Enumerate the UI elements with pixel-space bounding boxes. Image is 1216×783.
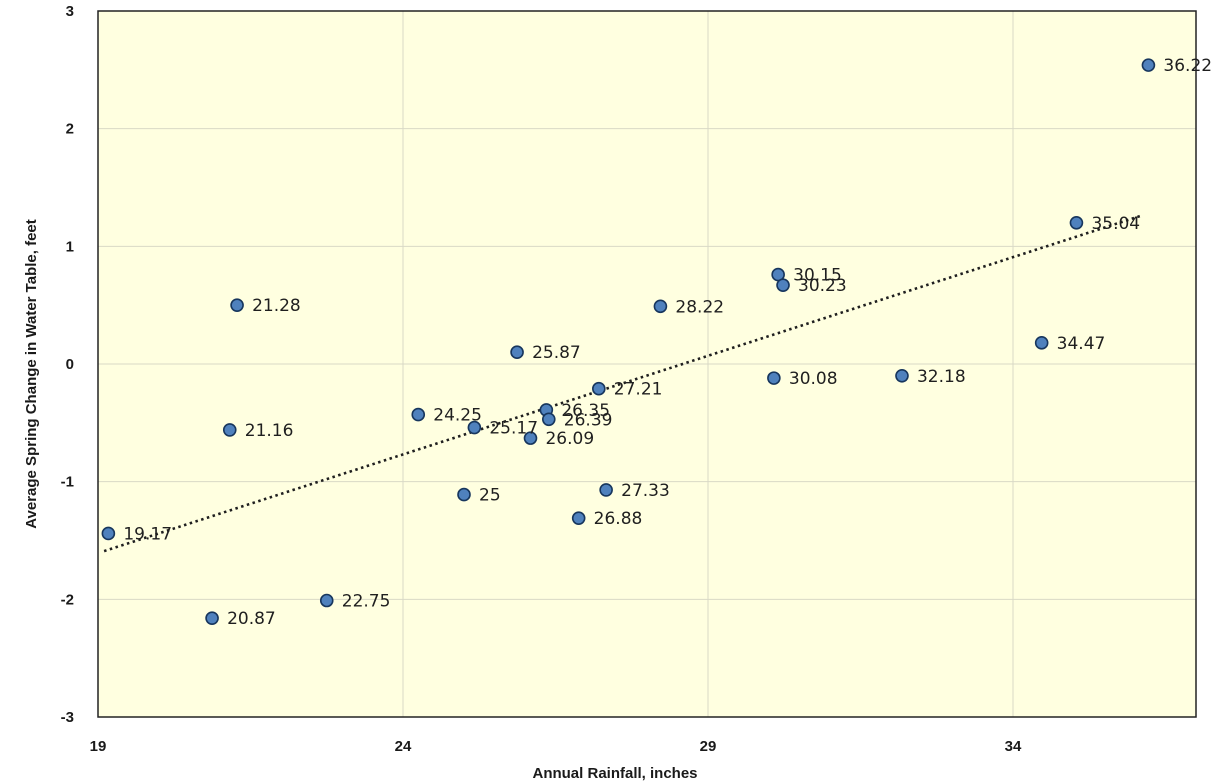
x-tick-label: 19 — [90, 738, 107, 755]
plot-frame — [97, 10, 1197, 718]
data-point — [319, 593, 334, 608]
data-point — [457, 487, 471, 502]
y-tick-label: 3 — [66, 3, 74, 20]
x-tick-label: 29 — [700, 738, 717, 755]
data-label: 30.08 — [789, 369, 838, 389]
data-label: 19.17 — [123, 524, 172, 544]
data-label: 26.09 — [545, 429, 594, 449]
data-label: 22.75 — [342, 592, 391, 612]
data-point — [592, 381, 606, 396]
y-tick-label: 1 — [66, 238, 74, 255]
data-label: 30.15 — [793, 266, 842, 286]
data-label: 34.47 — [1057, 334, 1106, 354]
data-point — [599, 483, 613, 497]
y-tick-label: 2 — [66, 121, 74, 138]
data-point — [510, 345, 524, 360]
data-label: 25 — [479, 486, 501, 506]
data-point — [1141, 58, 1156, 72]
x-tick-label: 24 — [395, 738, 412, 755]
data-point — [653, 299, 668, 314]
y-tick-label: -1 — [61, 474, 74, 491]
data-label: 27.33 — [621, 481, 670, 501]
data-point — [101, 526, 116, 541]
data-label: 21.16 — [245, 421, 294, 441]
data-point — [895, 368, 909, 383]
data-label: 26.88 — [594, 509, 643, 529]
data-label: 26.35 — [561, 401, 610, 421]
data-point — [467, 420, 482, 435]
data-point — [541, 412, 556, 427]
data-point — [222, 423, 237, 437]
data-label: 24.25 — [433, 406, 482, 426]
data-label: 35.04 — [1091, 214, 1140, 234]
data-label: 26.39 — [564, 410, 613, 430]
data-label: 36.22 — [1163, 56, 1212, 76]
data-point — [230, 298, 244, 312]
data-point — [776, 278, 790, 292]
data-point — [523, 431, 538, 445]
tick-labels: 19 24 29 34 3 2 1 0 -1 -2 -3 — [61, 3, 1022, 755]
trendline — [103, 214, 1142, 553]
data-point — [205, 611, 219, 625]
data-point — [1069, 216, 1084, 230]
data-point — [767, 371, 781, 385]
data-point — [411, 407, 426, 422]
data-label: 30.23 — [798, 276, 847, 296]
data-point — [1034, 336, 1049, 350]
x-axis-title: Annual Rainfall, inches — [532, 765, 697, 782]
y-axis-title: Average Spring Change in Water Table, fe… — [23, 219, 40, 529]
data-points — [101, 58, 1156, 625]
data-label: 28.22 — [675, 297, 724, 317]
data-label: 32.18 — [917, 367, 966, 387]
y-tick-label: -3 — [61, 709, 74, 726]
y-tick-label: -2 — [61, 591, 74, 608]
data-label: 21.28 — [252, 296, 301, 316]
data-label: 20.87 — [227, 609, 276, 629]
y-tick-label: 0 — [66, 356, 74, 373]
data-labels: 19.17 20.87 21.16 21.28 22.75 24.25 25 25.17 25.… — [123, 56, 1212, 629]
data-label: 25.17 — [489, 419, 538, 439]
x-tick-label: 34 — [1005, 738, 1022, 755]
data-label: 25.87 — [532, 343, 581, 363]
data-point — [571, 511, 586, 525]
data-label: 27.21 — [614, 380, 663, 400]
